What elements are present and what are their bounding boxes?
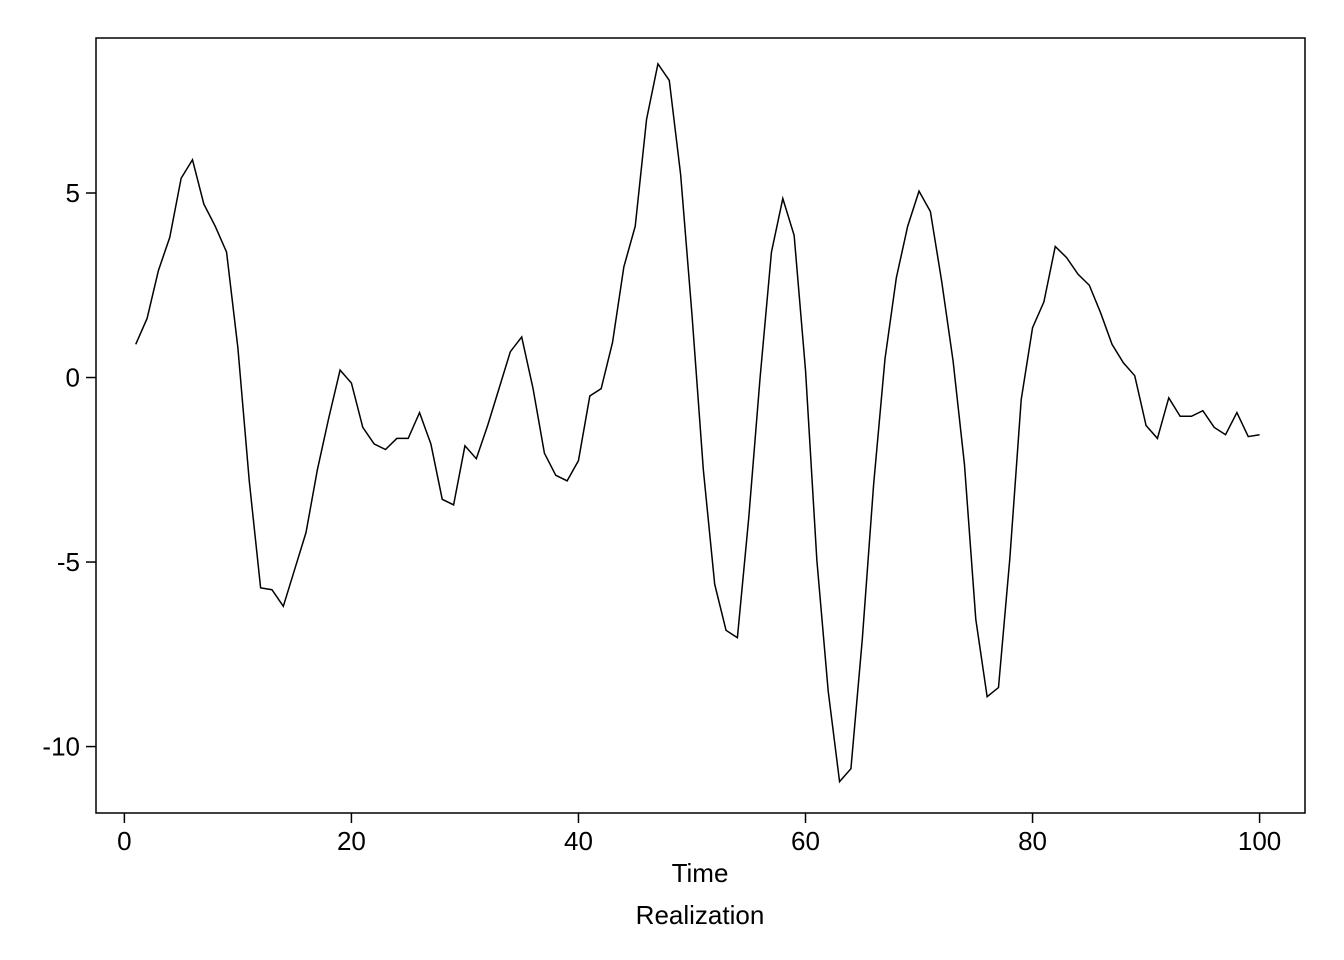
series-layer: [135, 61, 1260, 784]
y-tick-label: 5: [66, 178, 80, 208]
chart-caption: Realization: [636, 900, 765, 930]
x-axis: 0 20 40 60 80 100: [117, 813, 1281, 856]
y-tick-label: 0: [66, 363, 80, 393]
x-tick-label: 100: [1238, 826, 1281, 856]
y-axis: 5 0 -5 -10: [42, 178, 96, 762]
y-tick-label: -5: [57, 547, 80, 577]
x-tick-label: 60: [791, 826, 820, 856]
x-axis-label: Time: [672, 858, 729, 888]
x-tick-label: 40: [564, 826, 593, 856]
x-tick-label: 0: [117, 826, 131, 856]
x-tick-label: 20: [337, 826, 366, 856]
series-line: [135, 61, 1260, 784]
plot-frame: [95, 37, 1306, 814]
x-tick-label: 80: [1018, 826, 1047, 856]
y-tick-label: -10: [42, 732, 80, 762]
